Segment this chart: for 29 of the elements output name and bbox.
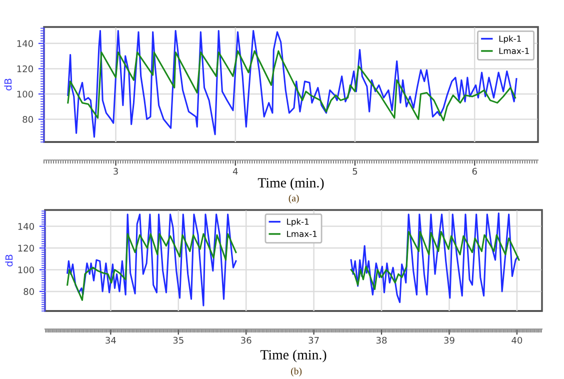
- x-tick-label: 40: [512, 336, 522, 344]
- x-tick-label: 34: [106, 336, 116, 344]
- legend-label: Lpk-1: [287, 218, 309, 226]
- x-tick-label: 4: [232, 168, 238, 175]
- y-tick-label: 120: [17, 65, 33, 72]
- legend-label: Lmax-1: [499, 48, 529, 54]
- y-tick-label: 140: [17, 40, 33, 47]
- y-axis-title: dB: [5, 254, 13, 266]
- y-axis-title: dB: [4, 78, 12, 90]
- x-tick-label: 3: [114, 168, 118, 175]
- legend-label: Lmax-1: [287, 230, 317, 238]
- y-tick-label: 120: [18, 244, 34, 252]
- x-tick-label: 36: [241, 336, 252, 344]
- x-tick-label: 38: [376, 336, 387, 344]
- x-tick-label: 39: [444, 336, 454, 344]
- y-tick-label: 100: [18, 266, 34, 274]
- x-tick-label: 5: [352, 168, 358, 175]
- y-tick-label: 140: [18, 223, 34, 230]
- x-axis-title: Time (min.): [258, 178, 324, 190]
- y-tick-label: 100: [17, 90, 33, 98]
- x-tick-label: 35: [173, 336, 184, 344]
- x-axis-title: Time (min.): [260, 350, 326, 362]
- legend-label: Lpk-1: [499, 35, 521, 44]
- text: (a): [288, 194, 299, 204]
- text: (b): [291, 368, 302, 376]
- y-tick-label: 80: [24, 288, 34, 296]
- x-tick-label: 37: [308, 336, 319, 344]
- y-tick-label: 80: [22, 116, 33, 123]
- x-tick-label: 6: [472, 168, 477, 175]
